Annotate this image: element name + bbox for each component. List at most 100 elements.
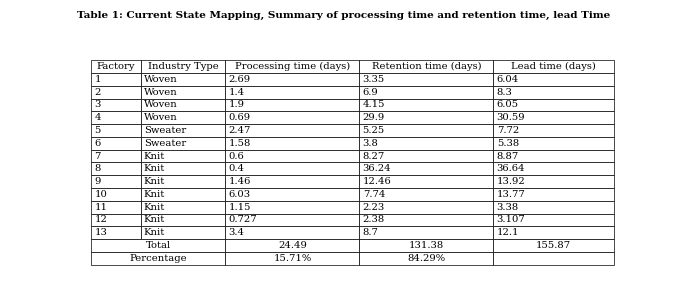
- Text: 24.49: 24.49: [278, 241, 307, 250]
- Bar: [359, 163, 493, 175]
- Text: 3.38: 3.38: [497, 203, 519, 212]
- Text: 2.38: 2.38: [363, 215, 385, 224]
- Bar: [226, 150, 359, 163]
- Text: 13.92: 13.92: [497, 177, 526, 186]
- Text: Factory: Factory: [97, 62, 136, 71]
- Text: 12.46: 12.46: [363, 177, 391, 186]
- Bar: [140, 214, 226, 226]
- Text: Sweater: Sweater: [144, 139, 186, 148]
- Text: Total: Total: [146, 241, 171, 250]
- Bar: [140, 188, 226, 201]
- Bar: [92, 137, 140, 150]
- Bar: [92, 226, 140, 239]
- Text: Processing time (days): Processing time (days): [235, 62, 350, 71]
- Bar: [359, 60, 493, 73]
- Bar: [226, 188, 359, 201]
- Bar: [226, 239, 359, 252]
- Bar: [140, 226, 226, 239]
- Text: 1.46: 1.46: [228, 177, 251, 186]
- Bar: [493, 111, 614, 124]
- Text: 8.87: 8.87: [497, 152, 519, 160]
- Bar: [226, 175, 359, 188]
- Text: 0.69: 0.69: [228, 113, 250, 122]
- Text: 8: 8: [94, 164, 101, 173]
- Bar: [92, 188, 140, 201]
- Text: 1.9: 1.9: [228, 100, 245, 109]
- Text: 4.15: 4.15: [363, 100, 385, 109]
- Bar: [359, 252, 493, 265]
- Bar: [359, 201, 493, 214]
- Text: 12: 12: [94, 215, 107, 224]
- Text: 29.9: 29.9: [363, 113, 385, 122]
- Text: Woven: Woven: [144, 75, 178, 84]
- Bar: [92, 252, 226, 265]
- Text: Woven: Woven: [144, 100, 178, 109]
- Text: Woven: Woven: [144, 113, 178, 122]
- Bar: [140, 86, 226, 99]
- Text: 3.8: 3.8: [363, 139, 378, 148]
- Bar: [92, 214, 140, 226]
- Text: 7.72: 7.72: [497, 126, 519, 135]
- Text: 13: 13: [94, 228, 107, 237]
- Bar: [92, 175, 140, 188]
- Text: 8.7: 8.7: [363, 228, 378, 237]
- Bar: [140, 201, 226, 214]
- Text: 0.6: 0.6: [228, 152, 244, 160]
- Bar: [226, 99, 359, 111]
- Text: 12.1: 12.1: [497, 228, 519, 237]
- Bar: [140, 111, 226, 124]
- Bar: [359, 226, 493, 239]
- Bar: [493, 175, 614, 188]
- Text: 11: 11: [94, 203, 107, 212]
- Bar: [359, 188, 493, 201]
- Text: Sweater: Sweater: [144, 126, 186, 135]
- Bar: [92, 60, 140, 73]
- Text: 2.23: 2.23: [363, 203, 385, 212]
- Bar: [92, 201, 140, 214]
- Text: Industry Type: Industry Type: [148, 62, 218, 71]
- Bar: [92, 86, 140, 99]
- Text: 1.4: 1.4: [228, 88, 245, 97]
- Bar: [493, 124, 614, 137]
- Text: 36.64: 36.64: [497, 164, 525, 173]
- Text: Retention time (days): Retention time (days): [372, 62, 482, 71]
- Bar: [226, 226, 359, 239]
- Bar: [140, 124, 226, 137]
- Text: Knit: Knit: [144, 190, 165, 199]
- Bar: [140, 60, 226, 73]
- Text: 5.25: 5.25: [363, 126, 385, 135]
- Bar: [493, 150, 614, 163]
- Bar: [140, 137, 226, 150]
- Bar: [226, 60, 359, 73]
- Bar: [226, 252, 359, 265]
- Bar: [359, 175, 493, 188]
- Bar: [92, 239, 226, 252]
- Bar: [92, 73, 140, 86]
- Text: 8.27: 8.27: [363, 152, 385, 160]
- Bar: [92, 124, 140, 137]
- Bar: [493, 73, 614, 86]
- Bar: [92, 111, 140, 124]
- Bar: [359, 239, 493, 252]
- Text: 8.3: 8.3: [497, 88, 513, 97]
- Bar: [359, 73, 493, 86]
- Bar: [140, 150, 226, 163]
- Text: Lead time (days): Lead time (days): [511, 62, 596, 71]
- Bar: [226, 86, 359, 99]
- Bar: [140, 175, 226, 188]
- Bar: [493, 86, 614, 99]
- Bar: [140, 73, 226, 86]
- Text: Knit: Knit: [144, 215, 165, 224]
- Bar: [226, 163, 359, 175]
- Bar: [493, 201, 614, 214]
- Bar: [493, 239, 614, 252]
- Text: 1.58: 1.58: [228, 139, 251, 148]
- Text: 6.05: 6.05: [497, 100, 519, 109]
- Bar: [92, 163, 140, 175]
- Text: 155.87: 155.87: [536, 241, 571, 250]
- Text: Knit: Knit: [144, 203, 165, 212]
- Text: 3.4: 3.4: [228, 228, 245, 237]
- Text: Knit: Knit: [144, 228, 165, 237]
- Text: 6: 6: [94, 139, 100, 148]
- Text: 84.29%: 84.29%: [407, 254, 446, 263]
